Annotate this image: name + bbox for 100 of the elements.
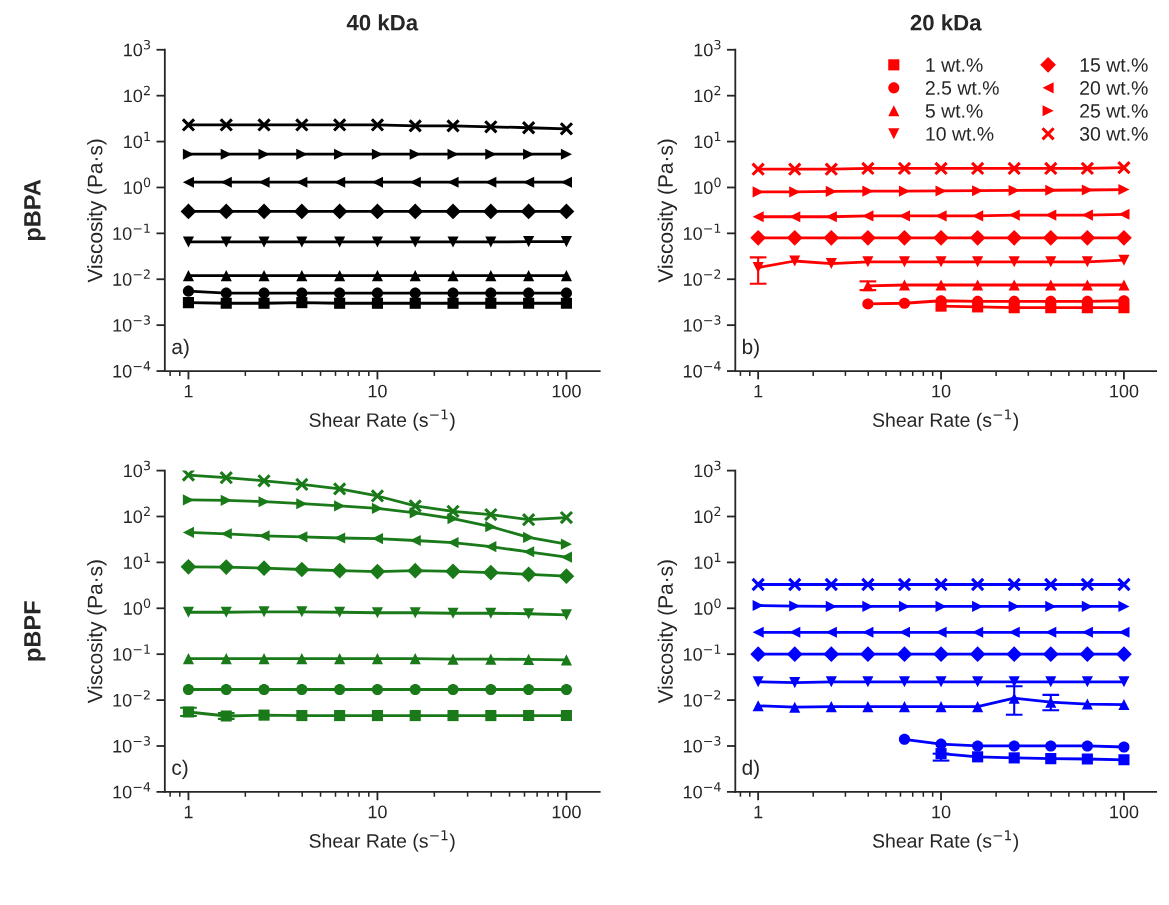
point bbox=[560, 683, 572, 696]
point bbox=[334, 270, 346, 282]
y-tick-label: 10$^{−1}$ bbox=[683, 223, 721, 240]
y-axis-title: Viscosity (Pa·s) bbox=[87, 139, 107, 283]
point bbox=[296, 270, 308, 282]
y-tick-label: 10$^{−3}$ bbox=[683, 315, 721, 332]
y-tick-label: 10$^{−2}$ bbox=[683, 269, 721, 286]
point bbox=[972, 256, 984, 268]
annotation: b) bbox=[742, 338, 759, 359]
y-tick-label: 10$^{0}$ bbox=[124, 177, 151, 195]
point bbox=[825, 600, 837, 612]
point bbox=[180, 558, 197, 575]
y-tick-label: 10$^{−4}$ bbox=[683, 782, 721, 799]
point bbox=[933, 161, 949, 176]
legend-label: 1 wt.% bbox=[926, 58, 983, 72]
point bbox=[787, 577, 802, 592]
y-tick-label: 10$^{3}$ bbox=[694, 460, 721, 478]
y-tick-label: 10$^{−3}$ bbox=[113, 315, 150, 332]
point bbox=[789, 677, 801, 689]
point bbox=[558, 568, 575, 585]
point bbox=[1008, 279, 1020, 291]
point bbox=[1116, 577, 1132, 592]
y-tick-label: 10$^{−2}$ bbox=[113, 269, 150, 286]
y-tick-label: 10$^{−1}$ bbox=[113, 644, 150, 661]
point bbox=[1045, 696, 1057, 708]
point bbox=[220, 683, 232, 696]
point bbox=[181, 470, 196, 483]
point bbox=[972, 279, 984, 291]
annotation: a) bbox=[172, 338, 189, 359]
point bbox=[256, 560, 272, 576]
point bbox=[787, 162, 802, 177]
point bbox=[752, 599, 764, 612]
point bbox=[218, 203, 235, 220]
point bbox=[220, 297, 232, 309]
point bbox=[485, 270, 497, 282]
point bbox=[897, 577, 912, 592]
point bbox=[898, 297, 911, 309]
y-tick-label: 10$^{1}$ bbox=[694, 131, 721, 149]
y-tick-label: 10$^{0}$ bbox=[124, 598, 151, 615]
point bbox=[371, 710, 383, 722]
point bbox=[258, 287, 270, 299]
x-tick-label: 10 bbox=[368, 805, 387, 819]
point bbox=[258, 297, 270, 309]
point bbox=[1081, 753, 1093, 765]
point bbox=[520, 203, 537, 220]
point bbox=[370, 488, 385, 504]
x-tick-label: 1 bbox=[754, 384, 763, 398]
point bbox=[1079, 229, 1096, 246]
point bbox=[1118, 698, 1130, 711]
point bbox=[219, 470, 234, 485]
point bbox=[482, 203, 499, 220]
point bbox=[258, 653, 270, 665]
y-tick-label: 10$^{2}$ bbox=[694, 85, 721, 103]
point bbox=[752, 211, 764, 223]
point bbox=[296, 236, 308, 248]
point bbox=[898, 256, 911, 268]
point bbox=[1008, 740, 1020, 752]
point bbox=[1118, 184, 1130, 196]
legend-label: 5 wt.% bbox=[925, 104, 983, 118]
point bbox=[371, 683, 383, 696]
x-axis-title: Shear Rate (s$^{−1}$) bbox=[872, 409, 1019, 431]
point bbox=[182, 236, 194, 248]
y-tick-label: 10$^{3}$ bbox=[124, 39, 151, 57]
point bbox=[182, 706, 194, 718]
x-axis-title: Shear Rate (s$^{−1}$) bbox=[872, 830, 1019, 852]
point bbox=[1008, 256, 1020, 268]
point bbox=[825, 185, 837, 197]
point bbox=[523, 546, 535, 558]
point bbox=[485, 653, 497, 665]
point bbox=[560, 710, 572, 722]
point bbox=[1043, 161, 1058, 176]
point bbox=[182, 683, 194, 696]
point bbox=[823, 646, 840, 663]
point bbox=[332, 117, 347, 133]
point bbox=[296, 297, 308, 309]
point bbox=[293, 203, 310, 220]
point bbox=[1118, 254, 1130, 266]
y-tick-label: 10$^{−2}$ bbox=[683, 690, 721, 707]
point bbox=[371, 502, 383, 514]
point bbox=[825, 676, 837, 688]
point bbox=[371, 287, 383, 299]
point bbox=[560, 287, 572, 299]
y-tick-label: 10$^{2}$ bbox=[124, 85, 150, 103]
point bbox=[523, 683, 535, 696]
point bbox=[1118, 754, 1130, 766]
x-tick-label: 100 bbox=[552, 384, 581, 398]
x-tick-label: 100 bbox=[1110, 805, 1139, 819]
point bbox=[1006, 646, 1023, 663]
legend-label: 10 wt.% bbox=[926, 127, 994, 141]
point bbox=[523, 608, 535, 620]
point bbox=[485, 683, 497, 696]
point bbox=[483, 119, 498, 134]
point bbox=[256, 203, 272, 220]
y-tick-label: 10$^{3}$ bbox=[694, 39, 721, 57]
x-axis-title: Shear Rate (s$^{−1}$) bbox=[309, 830, 455, 852]
point bbox=[293, 561, 310, 578]
point bbox=[751, 577, 766, 592]
point bbox=[935, 256, 947, 268]
point bbox=[258, 236, 270, 248]
point bbox=[521, 120, 536, 135]
